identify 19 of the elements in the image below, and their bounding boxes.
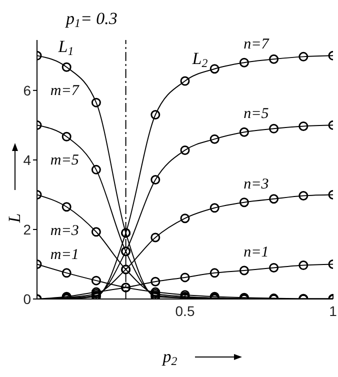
x-tick-label: 0.5: [175, 302, 195, 319]
series-label: m=7: [50, 83, 80, 100]
series-label: m=3: [50, 222, 79, 239]
series-label: n=1: [244, 244, 269, 260]
chart-title: p$_{1}$= 0.3: [65, 9, 118, 30]
x-axis-title: p$_{2}$: [162, 347, 178, 368]
y-tick-label: 6: [23, 82, 32, 98]
x-tick-label: 1: [329, 302, 338, 319]
series-label: m=1: [50, 246, 79, 263]
series-label: n=3: [244, 176, 269, 192]
series-label: n=7: [244, 36, 270, 53]
annotation: L$_{1}$: [57, 37, 74, 58]
y-axis-title: L: [5, 213, 24, 224]
series-label: m=5: [50, 152, 80, 169]
annotation: L$_{2}$: [191, 49, 208, 70]
y-tick-label: 0: [23, 290, 32, 307]
series-label: n=5: [244, 106, 270, 122]
y-tick-label: 4: [23, 152, 32, 168]
y-tick-label: 2: [23, 221, 32, 238]
